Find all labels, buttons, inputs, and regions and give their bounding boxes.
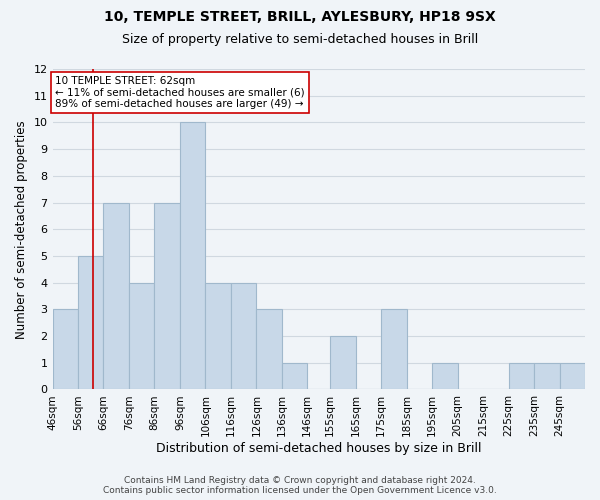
Bar xyxy=(129,282,154,390)
Bar xyxy=(231,282,256,390)
Bar xyxy=(381,310,407,390)
Text: Contains HM Land Registry data © Crown copyright and database right 2024.
Contai: Contains HM Land Registry data © Crown c… xyxy=(103,476,497,495)
Bar xyxy=(509,363,534,390)
X-axis label: Distribution of semi-detached houses by size in Brill: Distribution of semi-detached houses by … xyxy=(156,442,482,455)
Bar xyxy=(53,310,78,390)
Bar xyxy=(256,310,282,390)
Bar xyxy=(205,282,231,390)
Text: Size of property relative to semi-detached houses in Brill: Size of property relative to semi-detach… xyxy=(122,32,478,46)
Bar xyxy=(282,363,307,390)
Bar xyxy=(432,363,458,390)
Bar xyxy=(180,122,205,390)
Bar xyxy=(534,363,560,390)
Text: 10 TEMPLE STREET: 62sqm
← 11% of semi-detached houses are smaller (6)
89% of sem: 10 TEMPLE STREET: 62sqm ← 11% of semi-de… xyxy=(55,76,305,109)
Bar xyxy=(330,336,356,390)
Bar xyxy=(103,202,129,390)
Bar xyxy=(154,202,180,390)
Y-axis label: Number of semi-detached properties: Number of semi-detached properties xyxy=(15,120,28,338)
Bar xyxy=(78,256,103,390)
Bar xyxy=(560,363,585,390)
Text: 10, TEMPLE STREET, BRILL, AYLESBURY, HP18 9SX: 10, TEMPLE STREET, BRILL, AYLESBURY, HP1… xyxy=(104,10,496,24)
